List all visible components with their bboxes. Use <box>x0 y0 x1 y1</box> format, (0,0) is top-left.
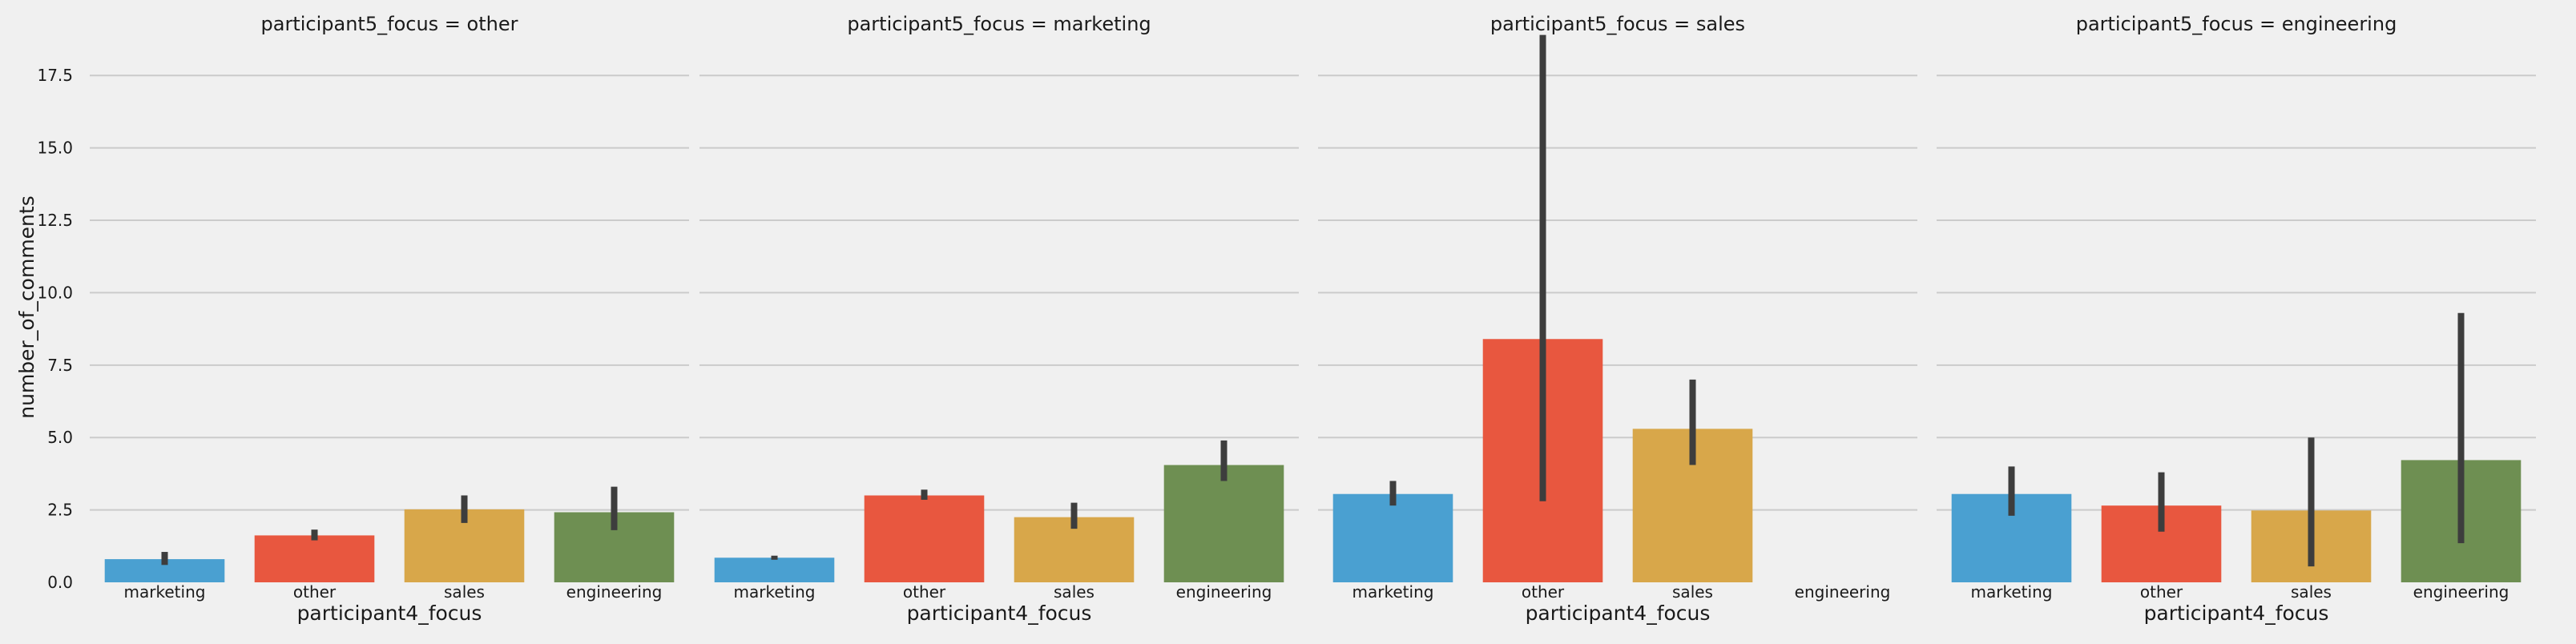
facet-title: participant5_focus = marketing <box>847 13 1151 35</box>
bar-other <box>864 495 985 582</box>
y-tick-label: 2.5 <box>47 501 73 520</box>
y-tick-label: 0.0 <box>47 573 73 592</box>
x-tick-label: engineering <box>566 582 663 602</box>
bar-engineering <box>1163 465 1284 582</box>
x-axis-label: participant4_focus <box>2144 602 2329 625</box>
y-tick-label: 5.0 <box>47 428 73 447</box>
x-axis-label: participant4_focus <box>907 602 1092 625</box>
y-tick-label: 12.5 <box>37 211 73 230</box>
y-tick-label: 17.5 <box>37 66 73 85</box>
x-tick-label: engineering <box>2413 582 2509 602</box>
x-tick-label: other <box>903 582 946 602</box>
y-tick-label: 7.5 <box>47 356 73 375</box>
x-tick-label: sales <box>1672 582 1713 602</box>
bar-other <box>254 535 375 582</box>
facet-title: participant5_focus = sales <box>1490 13 1745 35</box>
x-tick-label: marketing <box>1971 582 2053 602</box>
facet-title: participant5_focus = engineering <box>2076 13 2397 35</box>
y-tick-label: 10.0 <box>37 283 73 302</box>
x-tick-label: engineering <box>1176 582 1272 602</box>
bar-marketing <box>1332 493 1453 582</box>
x-tick-label: marketing <box>124 582 206 602</box>
x-axis-label: participant4_focus <box>297 602 482 625</box>
facet-title: participant5_focus = other <box>261 13 518 35</box>
x-tick-label: other <box>293 582 337 602</box>
x-tick-label: other <box>1522 582 1565 602</box>
bar-marketing <box>714 557 835 582</box>
x-tick-label: sales <box>1054 582 1094 602</box>
x-tick-label: sales <box>2291 582 2332 602</box>
x-tick-label: other <box>2140 582 2183 602</box>
x-tick-label: marketing <box>1353 582 1434 602</box>
y-axis-label: number_of_comments <box>15 195 38 418</box>
x-axis-label: participant4_focus <box>1526 602 1711 625</box>
x-tick-label: engineering <box>1795 582 1891 602</box>
x-tick-label: marketing <box>734 582 816 602</box>
y-tick-label: 15.0 <box>37 139 73 158</box>
x-tick-label: sales <box>444 582 485 602</box>
